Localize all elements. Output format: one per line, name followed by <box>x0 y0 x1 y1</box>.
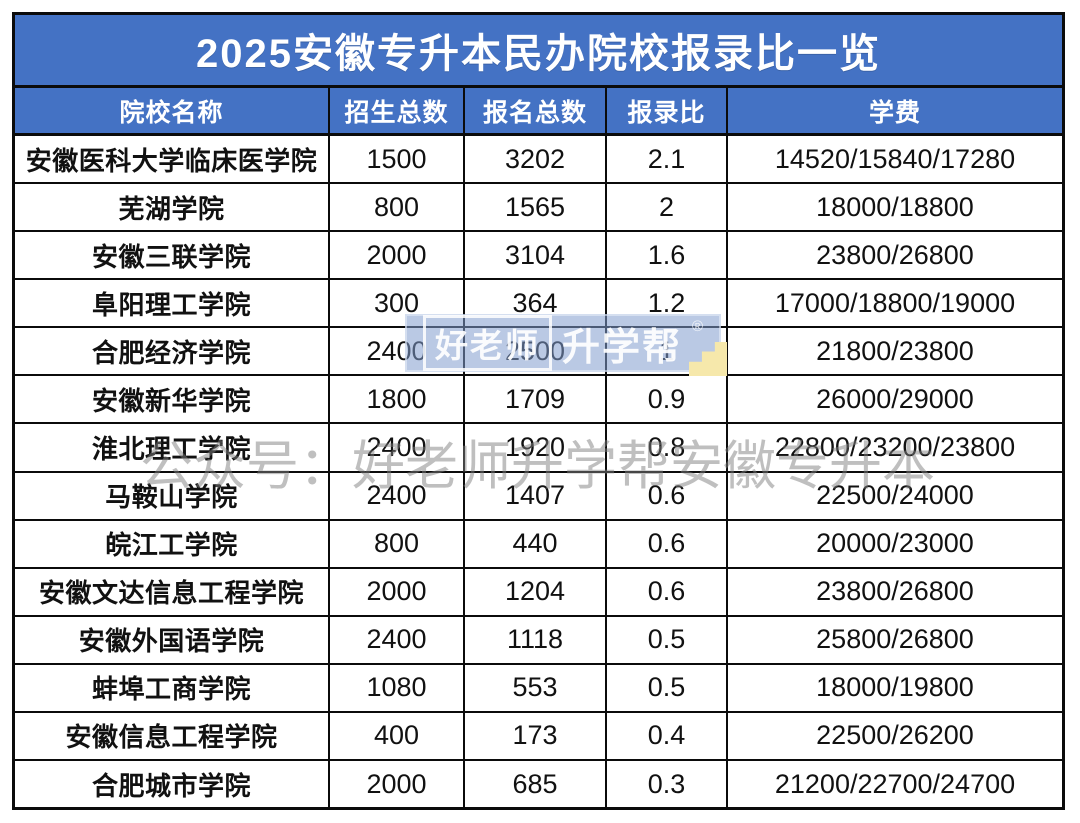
cell-ratio: 1.6 <box>607 232 728 279</box>
table-row: 安徽外国语学院 2400 1118 0.5 25800/26800 <box>15 616 1062 665</box>
cell-tuition: 22500/26200 <box>816 720 974 751</box>
cell-enrollment: 1500 <box>330 136 465 183</box>
table-row: 安徽三联学院 2000 3104 1.6 23800/26800 <box>15 232 1062 281</box>
table-row: 安徽信息工程学院 400 173 0.4 22500/26200 <box>15 712 1062 762</box>
cell-ratio: 1 <box>607 328 728 375</box>
cell-ratio: 0.4 <box>607 712 728 760</box>
cell-ratio: 0.5 <box>607 616 728 663</box>
table-row: 合肥经济学院 2400 2500 1 21800/23800 <box>15 328 1062 377</box>
col-header-school: 院校名称 <box>15 88 330 133</box>
cell-school: 皖江工学院 <box>15 520 330 567</box>
cell-ratio: 2 <box>607 184 728 231</box>
cell-school: 马鞍山学院 <box>15 472 330 519</box>
cell-applicants: 1709 <box>465 376 607 423</box>
cell-enrollment: 1080 <box>330 664 465 711</box>
cell-applicants: 1118 <box>465 616 607 663</box>
cell-applicants: 173 <box>465 712 607 760</box>
cell-school: 安徽医科大学临床医学院 <box>15 136 330 183</box>
cell-enrollment: 2400 <box>330 616 465 663</box>
col-header-ratio: 报录比 <box>607 88 728 133</box>
cell-applicants: 1565 <box>465 184 607 231</box>
cell-school: 安徽文达信息工程学院 <box>15 568 330 615</box>
table-header-row: 院校名称 招生总数 报名总数 报录比 学费 <box>15 88 1062 136</box>
cell-applicants: 1204 <box>465 568 607 615</box>
table-row: 阜阳理工学院 300 364 1.2 17000/18800/19000 <box>15 280 1062 329</box>
cell-ratio: 1.2 <box>607 280 728 327</box>
cell-enrollment: 2400 <box>330 424 465 471</box>
cell-tuition: 21800/23800 <box>816 335 974 366</box>
cell-enrollment: 800 <box>330 520 465 567</box>
cell-school: 芜湖学院 <box>15 184 330 231</box>
cell-applicants: 440 <box>465 520 607 567</box>
cell-ratio: 0.9 <box>607 376 728 423</box>
cell-applicants: 364 <box>465 280 607 327</box>
cell-enrollment: 2000 <box>330 568 465 615</box>
table-row: 安徽医科大学临床医学院 1500 3202 2.1 14520/15840/17… <box>15 136 1062 185</box>
cell-enrollment: 1800 <box>330 376 465 423</box>
cell-tuition: 22800/23200/23800 <box>774 432 1016 462</box>
cell-school: 安徽外国语学院 <box>15 616 330 663</box>
cell-school: 安徽新华学院 <box>15 376 330 423</box>
cell-tuition: 23800/26800 <box>816 239 974 270</box>
table-row: 安徽文达信息工程学院 2000 1204 0.6 23800/26800 <box>15 568 1062 617</box>
cell-ratio: 0.6 <box>607 520 728 567</box>
cell-tuition: 14520/15840/17280 <box>774 143 1016 174</box>
cell-enrollment: 800 <box>330 184 465 231</box>
table-title: 2025安徽专升本民办院校报录比一览 <box>15 15 1062 88</box>
admission-ratio-table: 2025安徽专升本民办院校报录比一览 院校名称 招生总数 报名总数 报录比 学费… <box>12 12 1065 810</box>
col-header-tuition: 学费 <box>868 98 921 127</box>
table-row: 安徽新华学院 1800 1709 0.9 26000/29000 <box>15 376 1062 425</box>
table-row: 蚌埠工商学院 1080 553 0.5 18000/19800 <box>15 664 1062 713</box>
table-row: 皖江工学院 800 440 0.6 20000/23000 <box>15 520 1062 569</box>
col-header-applicants: 报名总数 <box>465 88 607 133</box>
cell-school: 阜阳理工学院 <box>15 280 330 327</box>
cell-tuition: 18000/19800 <box>816 672 974 703</box>
table-row: 淮北理工学院 2400 1920 0.8 22800/23200/23800 <box>15 424 1062 473</box>
cell-tuition: 17000/18800/19000 <box>774 287 1016 318</box>
cell-ratio: 0.8 <box>607 424 728 471</box>
cell-enrollment: 2400 <box>330 472 465 519</box>
cell-school: 安徽信息工程学院 <box>15 712 330 760</box>
cell-tuition: 25800/26800 <box>816 624 974 655</box>
cell-tuition: 23800/26800 <box>816 576 974 607</box>
cell-ratio: 2.1 <box>607 136 728 183</box>
cell-school: 合肥经济学院 <box>15 328 330 375</box>
cell-tuition: 26000/29000 <box>816 383 974 414</box>
col-header-enrollment: 招生总数 <box>330 88 465 133</box>
cell-school: 安徽三联学院 <box>15 232 330 279</box>
cell-applicants: 3104 <box>465 232 607 279</box>
table-row: 合肥城市学院 2000 685 0.3 21200/22700/24700 <box>15 761 1062 808</box>
cell-applicants: 553 <box>465 664 607 711</box>
cell-enrollment: 2000 <box>330 232 465 279</box>
cell-enrollment: 2400 <box>330 328 465 375</box>
cell-school: 合肥城市学院 <box>15 761 330 808</box>
cell-tuition: 22500/24000 <box>816 480 974 511</box>
cell-ratio: 0.6 <box>607 568 728 615</box>
cell-enrollment: 300 <box>330 280 465 327</box>
cell-applicants: 685 <box>465 761 607 808</box>
cell-applicants: 2500 <box>465 328 607 375</box>
cell-ratio: 0.6 <box>607 472 728 519</box>
cell-ratio: 0.3 <box>607 761 728 808</box>
cell-ratio: 0.5 <box>607 664 728 711</box>
cell-tuition: 18000/18800 <box>816 191 974 222</box>
cell-tuition: 21200/22700/24700 <box>774 768 1016 799</box>
cell-school: 淮北理工学院 <box>15 424 330 471</box>
cell-school: 蚌埠工商学院 <box>15 664 330 711</box>
cell-applicants: 1407 <box>465 472 607 519</box>
cell-tuition: 20000/23000 <box>816 528 974 559</box>
cell-enrollment: 400 <box>330 712 465 760</box>
cell-applicants: 3202 <box>465 136 607 183</box>
table-row: 马鞍山学院 2400 1407 0.6 22500/24000 <box>15 472 1062 521</box>
cell-applicants: 1920 <box>465 424 607 471</box>
table-body: 安徽医科大学临床医学院 1500 3202 2.1 14520/15840/17… <box>15 136 1062 808</box>
table-row: 芜湖学院 800 1565 2 18000/18800 <box>15 184 1062 233</box>
cell-enrollment: 2000 <box>330 761 465 808</box>
